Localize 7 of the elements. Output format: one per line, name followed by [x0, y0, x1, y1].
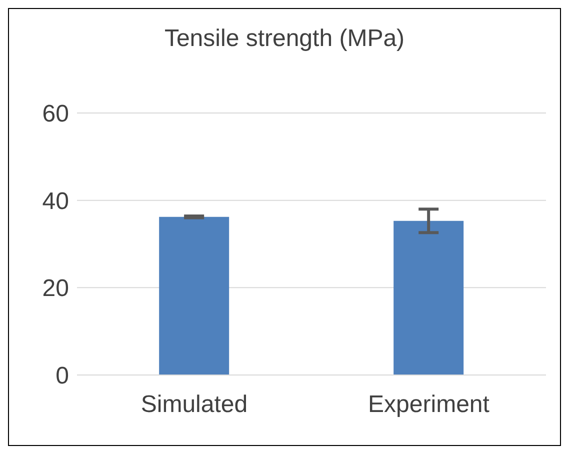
x-tick-label: Experiment [368, 391, 490, 418]
y-tick-label: 40 [42, 188, 69, 215]
y-tick-label: 60 [42, 100, 69, 128]
y-tick-label: 0 [56, 362, 69, 390]
y-tick-label: 20 [42, 275, 69, 302]
chart-title: Tensile strength (MPa) [163, 25, 406, 53]
x-tick-label: Simulated [140, 391, 248, 418]
